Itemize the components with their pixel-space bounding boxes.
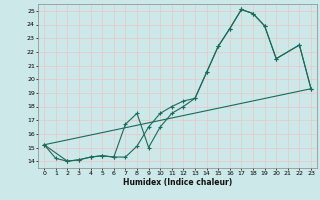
X-axis label: Humidex (Indice chaleur): Humidex (Indice chaleur) xyxy=(123,178,232,187)
